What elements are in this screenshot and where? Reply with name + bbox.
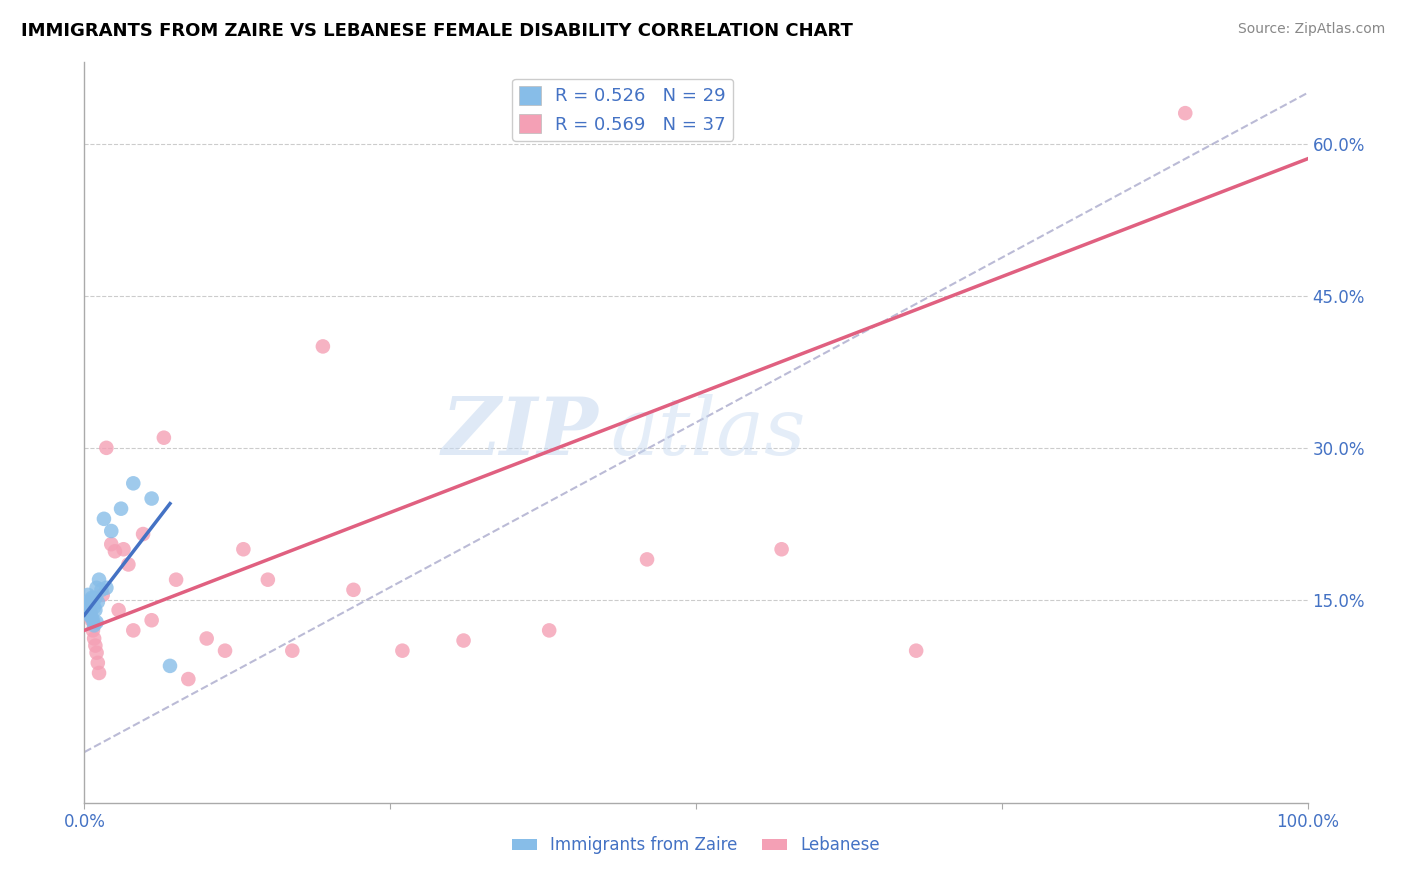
Point	[80, 591, 103, 605]
Point	[86, 646, 108, 660]
Legend: Immigrants from Zaire, Lebanese: Immigrants from Zaire, Lebanese	[505, 830, 887, 861]
Point	[391, 643, 413, 657]
Point	[83, 600, 105, 615]
Point	[90, 582, 112, 597]
Point	[79, 605, 101, 619]
Point	[165, 573, 187, 587]
Point	[141, 491, 163, 506]
Point	[153, 431, 176, 445]
Text: atlas: atlas	[610, 394, 806, 471]
Point	[100, 537, 122, 551]
Point	[107, 603, 129, 617]
Point	[77, 595, 100, 609]
Point	[122, 624, 145, 638]
Point	[1174, 106, 1197, 120]
Text: IMMIGRANTS FROM ZAIRE VS LEBANESE FEMALE DISABILITY CORRELATION CHART: IMMIGRANTS FROM ZAIRE VS LEBANESE FEMALE…	[21, 22, 853, 40]
Point	[80, 598, 103, 612]
Point	[87, 656, 110, 670]
Point	[453, 633, 475, 648]
Text: ZIP: ZIP	[441, 394, 598, 471]
Point	[79, 605, 101, 619]
Point	[232, 542, 254, 557]
Point	[281, 643, 304, 657]
Point	[112, 542, 135, 557]
Point	[77, 600, 100, 615]
Point	[117, 558, 139, 572]
Point	[84, 603, 107, 617]
Point	[96, 581, 118, 595]
Point	[79, 593, 101, 607]
Point	[80, 613, 103, 627]
Point	[538, 624, 561, 638]
Point	[82, 613, 104, 627]
Point	[80, 610, 103, 624]
Point	[905, 643, 928, 657]
Point	[141, 613, 163, 627]
Text: Source: ZipAtlas.com: Source: ZipAtlas.com	[1237, 22, 1385, 37]
Point	[79, 600, 101, 615]
Point	[82, 595, 104, 609]
Point	[177, 672, 200, 686]
Point	[312, 339, 335, 353]
Point	[84, 591, 107, 605]
Point	[342, 582, 364, 597]
Point	[636, 552, 658, 566]
Point	[83, 618, 105, 632]
Point	[77, 603, 100, 617]
Point	[122, 476, 145, 491]
Point	[87, 595, 110, 609]
Point	[257, 573, 280, 587]
Point	[91, 588, 114, 602]
Point	[77, 598, 100, 612]
Point	[214, 643, 236, 657]
Point	[82, 624, 104, 638]
Point	[77, 608, 100, 623]
Point	[86, 615, 108, 630]
Point	[96, 441, 118, 455]
Point	[86, 581, 108, 595]
Point	[195, 632, 218, 646]
Point	[77, 595, 100, 609]
Point	[77, 588, 100, 602]
Point	[132, 527, 155, 541]
Point	[93, 512, 115, 526]
Point	[100, 524, 122, 538]
Point	[159, 659, 181, 673]
Point	[83, 632, 105, 646]
Point	[770, 542, 793, 557]
Point	[87, 665, 110, 680]
Point	[84, 639, 107, 653]
Point	[104, 544, 127, 558]
Point	[110, 501, 132, 516]
Point	[87, 573, 110, 587]
